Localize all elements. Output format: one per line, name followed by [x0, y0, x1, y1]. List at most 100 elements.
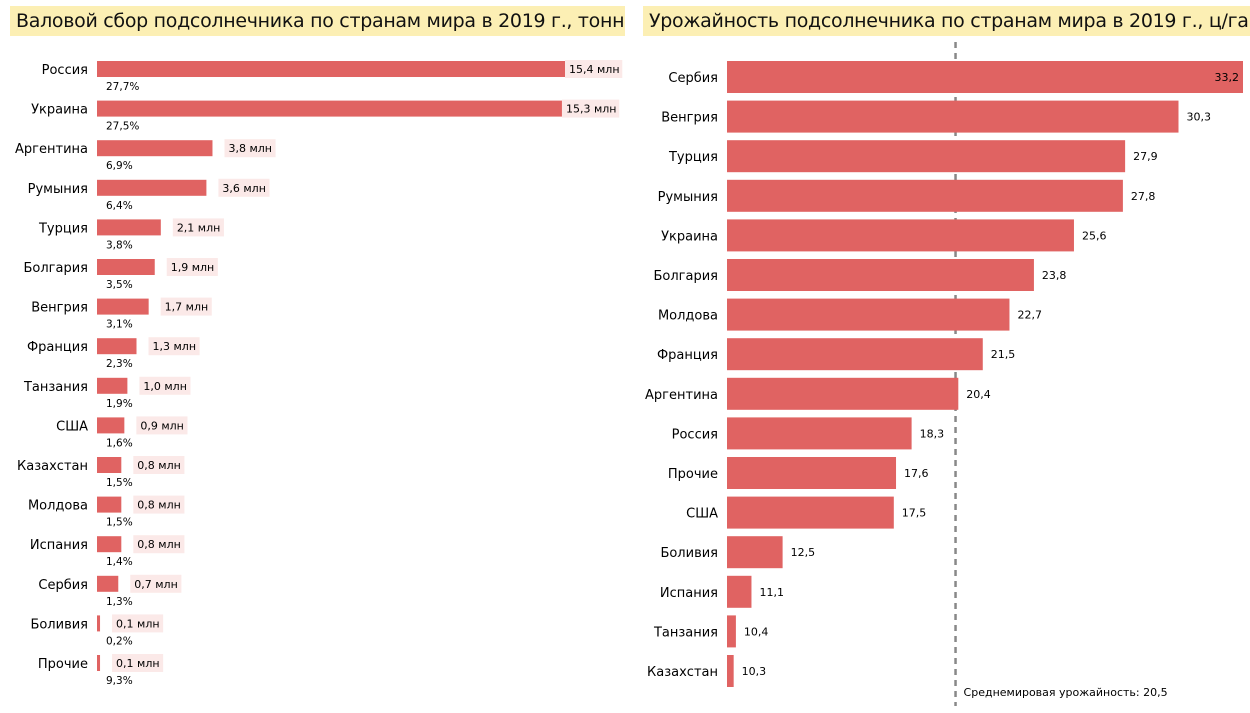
value-label: 10,4 — [744, 625, 769, 638]
value-label: 0,8 млн — [137, 538, 181, 551]
value-label: 15,3 млн — [566, 103, 617, 116]
category-label: Болгария — [24, 261, 89, 276]
share-label: 1,5% — [106, 517, 133, 529]
bar — [727, 615, 736, 648]
category-label: Турция — [38, 221, 88, 236]
right-chart-title: Урожайность подсолнечника по странам мир… — [643, 6, 1250, 36]
bar — [97, 100, 562, 117]
category-label: Украина — [661, 229, 718, 244]
category-label: Россия — [672, 427, 718, 442]
value-label: 30,3 — [1187, 111, 1212, 124]
value-label-bg — [136, 416, 188, 435]
value-label: 25,6 — [1082, 229, 1107, 242]
bar — [97, 179, 207, 196]
value-label: 0,8 млн — [137, 499, 181, 512]
bar — [97, 219, 161, 236]
bar — [727, 298, 1010, 331]
value-label: 0,7 млн — [134, 578, 178, 591]
bar — [727, 179, 1123, 212]
share-label: 27,7% — [106, 81, 139, 93]
value-label-bg — [160, 297, 212, 316]
bar — [97, 377, 128, 394]
share-label: 6,9% — [106, 160, 133, 172]
category-label: Боливия — [30, 617, 88, 632]
value-label-bg — [133, 535, 185, 554]
value-label: 22,7 — [1017, 309, 1042, 322]
share-label: 1,4% — [106, 556, 133, 568]
bar — [97, 61, 565, 77]
category-label: Танзания — [653, 625, 718, 640]
value-label-bg — [166, 258, 218, 276]
category-label: Танзания — [23, 380, 88, 395]
value-label: 10,3 — [742, 665, 767, 678]
value-label: 11,1 — [759, 586, 784, 599]
category-label: Прочие — [668, 467, 718, 482]
share-label: 1,6% — [106, 437, 133, 449]
value-label: 27,9 — [1133, 150, 1158, 163]
bar — [97, 655, 101, 671]
category-label: США — [56, 419, 88, 434]
category-label: Аргентина — [15, 142, 88, 157]
share-label: 0,2% — [106, 635, 133, 647]
value-label: 0,1 млн — [116, 617, 160, 630]
bar — [727, 377, 959, 410]
share-label: 1,3% — [106, 596, 133, 608]
category-label: Молдова — [28, 499, 88, 514]
value-label: 0,1 млн — [116, 657, 160, 670]
share-label: 3,1% — [106, 319, 133, 331]
value-label: 17,6 — [904, 467, 929, 480]
value-label: 18,3 — [920, 427, 945, 440]
category-label: Франция — [27, 340, 88, 355]
value-label: 3,8 млн — [228, 142, 272, 155]
value-label: 20,4 — [966, 388, 991, 401]
value-label: 27,8 — [1131, 190, 1156, 203]
value-label-bg — [148, 337, 200, 356]
value-label-bg — [172, 218, 224, 237]
category-label: Сербия — [38, 578, 88, 593]
value-label-bg — [133, 495, 185, 514]
bar — [97, 298, 149, 315]
value-label: 1,0 млн — [143, 380, 187, 393]
share-label: 2,3% — [106, 358, 133, 370]
bar — [97, 338, 137, 355]
value-label-bg — [133, 456, 185, 474]
value-label: 23,8 — [1042, 269, 1067, 282]
bar — [727, 496, 894, 529]
category-label: Румыния — [28, 182, 88, 197]
value-label-bg — [139, 376, 191, 395]
category-label: Венгрия — [661, 111, 718, 126]
category-label: Боливия — [660, 546, 718, 561]
bar — [97, 457, 122, 473]
bar — [727, 457, 897, 489]
bar — [97, 496, 122, 513]
average-reference-label: Среднемировая урожайность: 20,5 — [964, 686, 1168, 699]
share-label: 6,4% — [106, 200, 133, 212]
category-label: США — [686, 507, 718, 522]
value-label-bg — [218, 178, 270, 197]
bar — [727, 575, 752, 608]
category-label: Казахстан — [647, 665, 718, 680]
share-label: 3,5% — [106, 279, 133, 291]
bar — [97, 615, 101, 632]
bar — [97, 140, 213, 157]
value-label-bg — [565, 60, 623, 78]
bar — [97, 575, 119, 592]
share-label: 9,3% — [106, 675, 133, 687]
bar — [727, 338, 983, 371]
category-label: Франция — [657, 348, 718, 363]
share-label: 3,8% — [106, 239, 133, 251]
category-label: Венгрия — [31, 301, 88, 316]
value-label: 2,1 млн — [177, 221, 221, 234]
value-label: 15,4 млн — [569, 63, 620, 76]
share-label: 27,5% — [106, 121, 139, 133]
left-chart-title: Валовой сбор подсолнечника по странам ми… — [10, 6, 625, 36]
value-label: 0,8 млн — [137, 459, 181, 472]
value-label: 0,9 млн — [140, 419, 184, 432]
value-label: 21,5 — [991, 348, 1016, 361]
category-label: Аргентина — [645, 388, 718, 403]
bar — [727, 140, 1126, 173]
value-label: 1,3 млн — [153, 340, 197, 353]
bar — [727, 536, 783, 569]
bar — [727, 655, 734, 687]
